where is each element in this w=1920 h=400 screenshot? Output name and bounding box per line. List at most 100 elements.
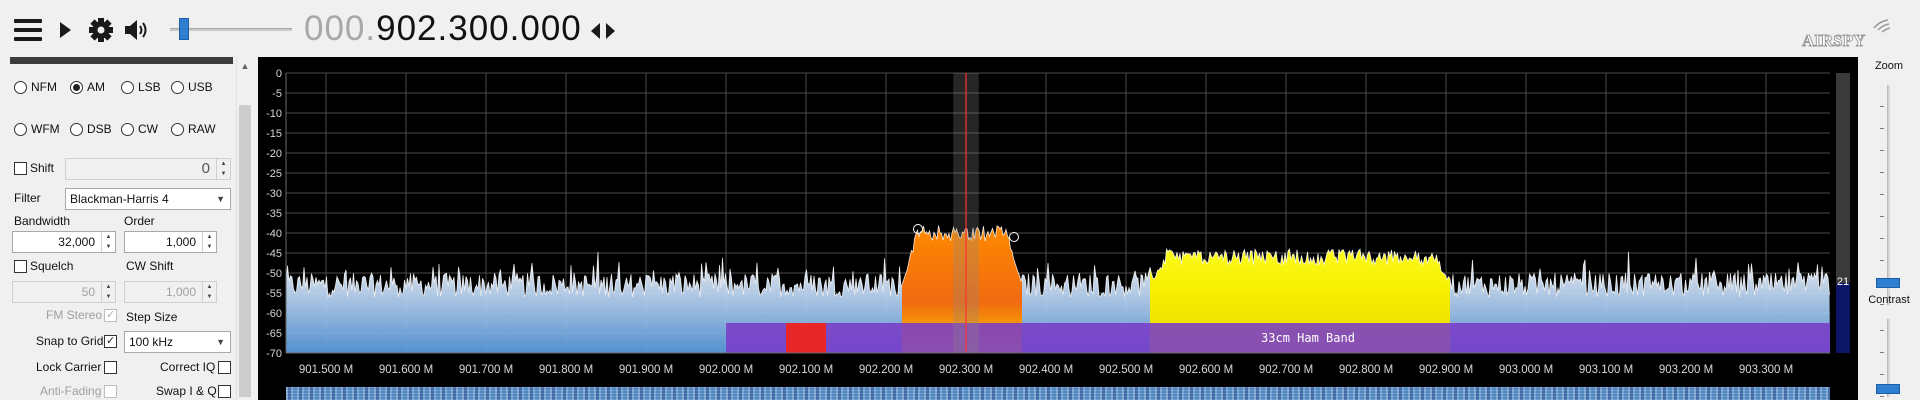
radio-circle-icon[interactable] — [171, 122, 184, 136]
fm-stereo-checkbox[interactable]: ✓ — [104, 309, 117, 322]
spectrum-analyzer[interactable]: 33cm Ham Band 0 -5 -10 -15 -20 -25 -30 -35 -40 -4… — [258, 57, 1858, 383]
squelch-checkbox[interactable] — [14, 260, 27, 273]
volume-slider-handle[interactable] — [178, 18, 189, 40]
peak-marker — [1009, 232, 1019, 242]
mode-label: USB — [188, 80, 213, 94]
chevron-down-icon[interactable]: ▼ — [216, 337, 225, 347]
radio-circle-icon[interactable] — [121, 122, 134, 136]
mode-radio-nfm[interactable]: NFM — [14, 79, 57, 95]
scrollbar-thumb[interactable] — [239, 105, 251, 397]
band-plan-layer: 33cm Ham Band — [726, 323, 1830, 353]
step-size-label: Step Size — [126, 310, 178, 324]
bandwidth-input[interactable]: 32,000 ▲ ▼ — [12, 231, 116, 253]
contrast-label: Contrast — [1868, 294, 1910, 306]
mode-radio-dsb[interactable]: DSB — [70, 121, 112, 137]
order-input[interactable]: 1,000 ▲ ▼ — [124, 231, 217, 253]
shift-input[interactable]: 0 ▲ ▼ — [65, 158, 231, 180]
mode-label: DSB — [87, 122, 112, 136]
mode-radio-am[interactable]: AM — [70, 79, 105, 95]
left-right-arrows-icon[interactable] — [590, 20, 616, 42]
x-tick-label: 902.900 M — [1419, 364, 1473, 376]
bandwidth-spinner[interactable]: ▲ ▼ — [101, 232, 115, 252]
shift-spinner[interactable]: ▲ ▼ — [216, 159, 230, 179]
airspy-logo: AIRSPY — [1800, 14, 1896, 50]
mode-radio-wfm[interactable]: WFM — [14, 121, 60, 137]
chevron-down-icon[interactable]: ▼ — [216, 194, 225, 204]
mode-radio-usb[interactable]: USB — [171, 79, 213, 95]
contrast-slider-track[interactable] — [1887, 319, 1890, 397]
y-tick-label: -55 — [266, 288, 282, 300]
mode-radio-lsb[interactable]: LSB — [121, 79, 161, 95]
cw-shift-spinner[interactable]: ▲ ▼ — [202, 282, 216, 302]
filter-select[interactable]: Blackman-Harris 4 ▼ — [65, 188, 231, 210]
order-spinner[interactable]: ▲ ▼ — [202, 232, 216, 252]
y-tick-label: -45 — [266, 248, 282, 260]
vfo-frequency-display[interactable]: 000.902.300.000 — [304, 6, 582, 52]
side-level-fill — [1836, 283, 1850, 353]
spectrum-axes: 0 -5 -10 -15 -20 -25 -30 -35 -40 -45 -50 -55 -60 -65 -… — [266, 68, 1830, 376]
y-tick-label: -30 — [266, 188, 282, 200]
volume-slider-track[interactable] — [170, 28, 292, 31]
squelch-value: 50 — [81, 285, 95, 299]
radio-selected-icon[interactable] — [70, 80, 83, 94]
x-tick-label: 901.700 M — [459, 364, 513, 376]
x-tick-label: 903.300 M — [1739, 364, 1793, 376]
mode-label: WFM — [31, 122, 60, 136]
shift-checkbox[interactable] — [14, 162, 27, 175]
squelch-label: Squelch — [30, 259, 74, 273]
snap-to-grid-checkbox[interactable]: ✓ — [104, 335, 117, 348]
radio-circle-icon[interactable] — [14, 122, 27, 136]
correct-iq-checkbox[interactable] — [218, 361, 231, 374]
play-icon[interactable] — [54, 12, 76, 48]
radio-circle-icon[interactable] — [121, 80, 134, 94]
radio-circle-icon[interactable] — [171, 80, 184, 94]
band-plan-label: 33cm Ham Band — [1261, 331, 1355, 345]
y-tick-label: -20 — [266, 148, 282, 160]
y-tick-label: -50 — [266, 268, 282, 280]
cw-shift-label: CW Shift — [126, 259, 174, 273]
squelch-spinner[interactable]: ▲ ▼ — [101, 282, 115, 302]
order-value: 1,000 — [165, 235, 196, 249]
spectrum-side-bar: 21 — [1836, 73, 1850, 353]
x-tick-label: 902.400 M — [1019, 364, 1073, 376]
anti-fading-checkbox[interactable] — [104, 385, 117, 398]
zoom-slider-track[interactable] — [1887, 85, 1890, 305]
mode-radio-raw[interactable]: RAW — [171, 121, 216, 137]
radio-circle-icon[interactable] — [14, 80, 27, 94]
chevron-up-icon[interactable]: ▲ — [240, 61, 250, 71]
panel-header-bar[interactable] — [10, 57, 233, 64]
vfo-digits[interactable]: 902.300.000 — [376, 9, 582, 48]
x-tick-label: 903.200 M — [1659, 364, 1713, 376]
lock-carrier-checkbox[interactable] — [104, 361, 117, 374]
swap-iq-checkbox[interactable] — [218, 385, 231, 398]
speaker-icon[interactable] — [122, 12, 152, 48]
x-tick-label: 902.200 M — [859, 364, 913, 376]
mode-label: LSB — [138, 80, 161, 94]
squelch-input[interactable]: 50 ▲ ▼ — [12, 281, 116, 303]
filter-bandwidth-overlay[interactable] — [913, 73, 1019, 353]
filter-value: Blackman-Harris 4 — [70, 192, 169, 206]
step-size-value: 100 kHz — [129, 335, 174, 349]
cw-shift-input[interactable]: 1,000 ▲ ▼ — [124, 281, 217, 303]
contrast-slider-handle[interactable] — [1876, 383, 1900, 394]
step-size-select[interactable]: 100 kHz ▼ — [124, 331, 231, 353]
lock-carrier-label: Lock Carrier — [36, 360, 102, 374]
x-tick-label: 902.800 M — [1339, 364, 1393, 376]
y-tick-label: -15 — [266, 128, 282, 140]
radio-circle-icon[interactable] — [70, 122, 83, 136]
gear-icon[interactable] — [86, 12, 116, 48]
y-tick-label: -40 — [266, 228, 282, 240]
panel-scrollbar[interactable]: ▲ — [236, 57, 252, 400]
vfo-dim-digits[interactable]: 000. — [304, 9, 377, 48]
band-plan-bar — [726, 323, 1830, 353]
menu-icon[interactable] — [12, 12, 44, 48]
waterfall-display[interactable] — [258, 383, 1858, 400]
mode-radio-cw[interactable]: CW — [121, 121, 158, 137]
display-controls-panel: Zoom Contrast — [1858, 57, 1920, 400]
radio-settings-panel: NFM AM LSB USB WFM DSB CW RAW Shift 0 ▲ ▼ … — [0, 57, 252, 400]
x-tick-label: 901.600 M — [379, 364, 433, 376]
zoom-slider-handle[interactable] — [1876, 278, 1900, 289]
band-plan-marker — [786, 323, 826, 353]
x-tick-label: 902.500 M — [1099, 364, 1153, 376]
spectrum-plot[interactable]: 33cm Ham Band 0 -5 -10 -15 -20 -25 -30 -35 -40 -4… — [258, 57, 1858, 383]
